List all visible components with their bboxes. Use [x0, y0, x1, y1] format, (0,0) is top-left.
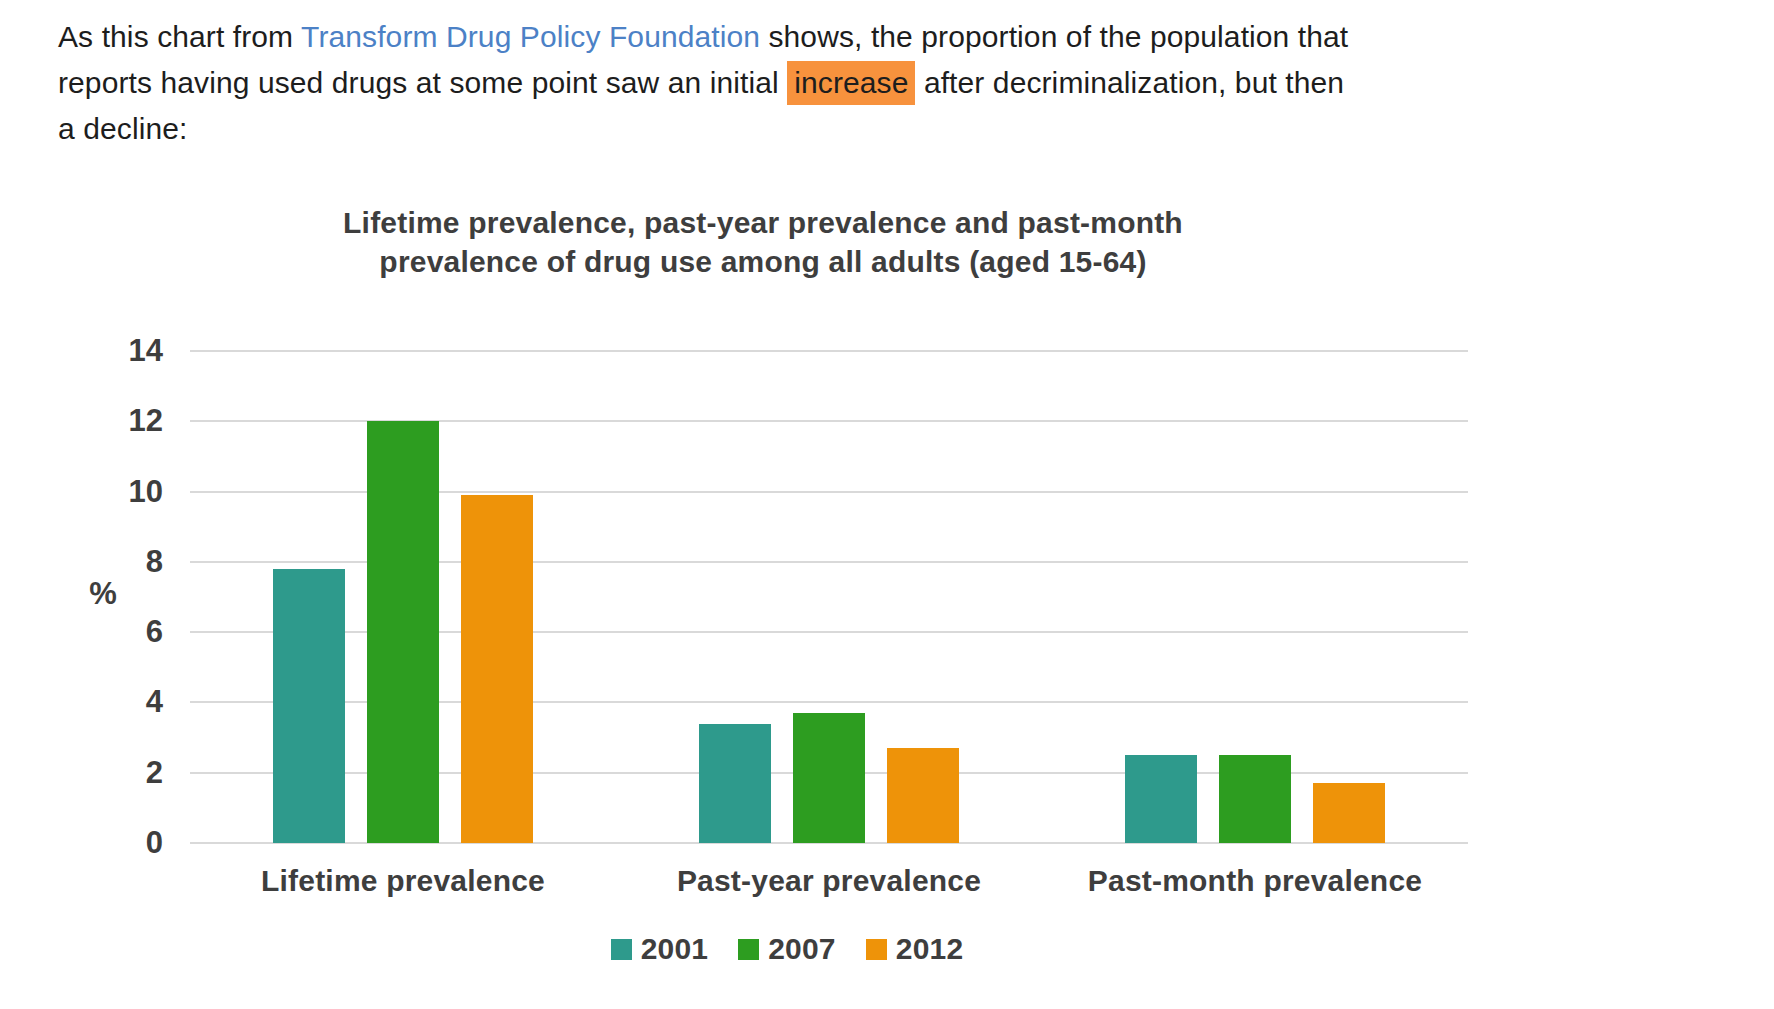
y-tick-label-6: 6 — [60, 612, 163, 652]
bar-2012-past-month-prevalence — [1313, 783, 1385, 843]
gridline-14 — [190, 350, 1468, 352]
y-tick-label-0: 0 — [60, 823, 163, 863]
chart-title-line: prevalence of drug use among all adults … — [88, 242, 1438, 281]
plot-area — [190, 351, 1468, 843]
bar-2001-lifetime-prevalence — [273, 569, 345, 843]
chart-title: Lifetime prevalence, past-year prevalenc… — [88, 203, 1438, 281]
legend-swatch-2001 — [611, 939, 632, 960]
legend-item-2012: 2012 — [866, 932, 964, 966]
legend-label-2012: 2012 — [896, 932, 964, 966]
y-tick-label-14: 14 — [60, 331, 163, 371]
x-axis-label-past-year-prevalence: Past-year prevalence — [616, 864, 1042, 898]
legend-item-2001: 2001 — [611, 932, 709, 966]
x-axis-label-lifetime-prevalence: Lifetime prevalence — [190, 864, 616, 898]
bar-2007-past-month-prevalence — [1219, 755, 1291, 843]
legend-item-2007: 2007 — [738, 932, 836, 966]
y-tick-label-12: 12 — [60, 401, 163, 441]
y-tick-label-4: 4 — [60, 682, 163, 722]
legend-swatch-2007 — [738, 939, 759, 960]
bar-2012-past-year-prevalence — [887, 748, 959, 843]
y-tick-label-8: 8 — [60, 542, 163, 582]
x-axis-label-past-month-prevalence: Past-month prevalence — [1042, 864, 1468, 898]
chart-title-line: Lifetime prevalence, past-year prevalenc… — [88, 203, 1438, 242]
legend-swatch-2012 — [866, 939, 887, 960]
bar-2012-lifetime-prevalence — [461, 495, 533, 843]
legend-label-2007: 2007 — [768, 932, 836, 966]
chart-legend: 2001 2007 2012 — [148, 932, 1426, 966]
legend-label-2001: 2001 — [641, 932, 709, 966]
bar-2001-past-year-prevalence — [699, 724, 771, 843]
bar-2007-lifetime-prevalence — [367, 421, 439, 843]
article-page: As this chart from Transform Drug Policy… — [0, 0, 1774, 1009]
prevalence-bar-chart: Lifetime prevalence, past-year prevalenc… — [0, 0, 1774, 1009]
y-tick-label-10: 10 — [60, 472, 163, 512]
bar-2007-past-year-prevalence — [793, 713, 865, 843]
y-tick-label-2: 2 — [60, 753, 163, 793]
bar-2001-past-month-prevalence — [1125, 755, 1197, 843]
